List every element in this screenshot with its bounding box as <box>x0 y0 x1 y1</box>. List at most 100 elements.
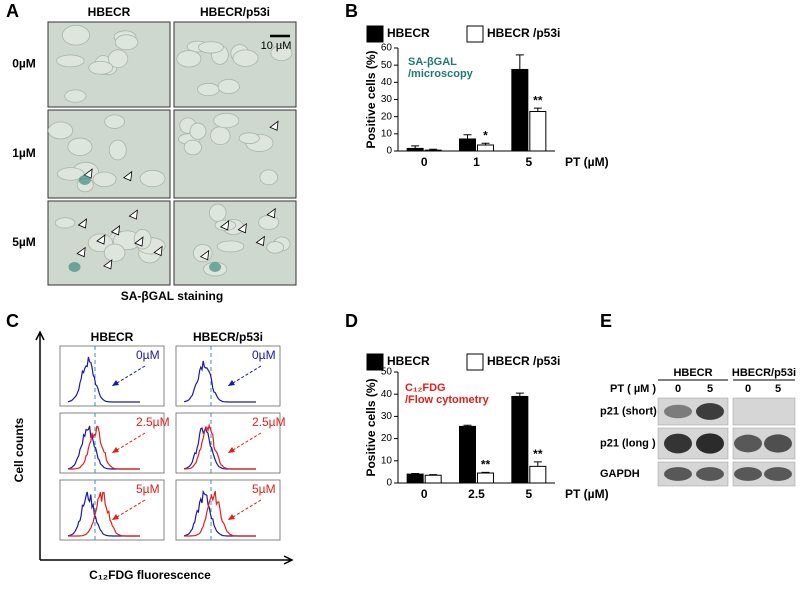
error-bar <box>533 461 542 467</box>
bar <box>459 138 476 152</box>
group-label: HBECR <box>673 367 712 379</box>
band <box>664 433 692 454</box>
arrow-head <box>228 380 235 386</box>
y-tick-label: 40 <box>381 389 393 400</box>
histogram <box>183 360 256 403</box>
error-bar <box>429 474 438 476</box>
stained-cell <box>209 262 222 272</box>
legend-swatch <box>466 353 484 371</box>
blot <box>732 397 796 426</box>
y-tick-label: 0 <box>386 478 392 489</box>
row-label: 0µM <box>252 348 276 362</box>
arrowhead <box>269 120 279 131</box>
arrowhead <box>199 249 210 261</box>
band <box>764 434 792 453</box>
annotation: /Flow cytometry <box>405 394 490 406</box>
cell <box>213 112 240 129</box>
x-tick-label: 5 <box>525 487 532 501</box>
cell <box>64 89 87 103</box>
x-axis-label: PT (µM) <box>565 487 609 501</box>
band <box>696 467 724 481</box>
lane-label: 0 <box>675 383 681 395</box>
x-axis-label: PT (µM) <box>565 155 609 169</box>
error-bar <box>411 472 420 475</box>
cell <box>232 49 259 67</box>
cell <box>258 214 280 230</box>
arrowhead <box>153 245 163 257</box>
arrowhead <box>96 234 106 245</box>
x-tick-label: 1 <box>473 155 480 169</box>
arrow-head <box>228 514 235 520</box>
y-tick-label: 60 <box>381 43 393 54</box>
arrowhead <box>103 259 113 270</box>
arrowhead <box>77 218 88 229</box>
bar <box>511 395 529 484</box>
cell <box>47 121 74 140</box>
significance: ** <box>481 458 491 472</box>
bar <box>477 144 494 152</box>
column-header: HBECR <box>91 330 134 344</box>
column-header: HBECR/p53i <box>200 5 270 19</box>
arrowhead <box>128 209 138 220</box>
histogram-frame <box>59 345 165 407</box>
cell <box>259 169 279 186</box>
cell <box>92 171 117 188</box>
arrowhead <box>237 222 247 234</box>
bar <box>406 473 424 484</box>
arrowhead <box>76 246 86 258</box>
band <box>734 467 762 481</box>
error-bar <box>481 471 490 474</box>
y-tick-label: 20 <box>381 111 393 122</box>
y-tick-label: 30 <box>381 94 393 105</box>
column-header: HBECR <box>88 5 131 19</box>
cell <box>238 132 260 145</box>
legend-label: HBECR <box>387 354 430 368</box>
row-label: 0µM <box>12 57 36 71</box>
band <box>664 404 692 419</box>
x-tick-label: 0 <box>421 487 428 501</box>
stained-cell <box>78 175 91 185</box>
error-bar <box>515 392 524 397</box>
y-tick-label: 10 <box>381 455 393 466</box>
error-bar <box>515 54 524 70</box>
y-tick-label: 0 <box>386 146 392 157</box>
band <box>696 433 724 454</box>
cell <box>114 34 139 51</box>
error-bar <box>533 107 542 112</box>
cell <box>104 114 125 129</box>
error-bar <box>463 424 472 427</box>
histogram-frame <box>175 479 281 541</box>
y-tick-label: 50 <box>381 367 393 378</box>
cell <box>210 126 231 146</box>
column-header: HBECR/p53i <box>193 330 263 344</box>
band <box>764 467 792 481</box>
row-label: 5µM <box>136 482 160 496</box>
error-bar <box>481 142 490 145</box>
scale-bar-label: 10 µM <box>261 40 292 52</box>
arrowhead <box>219 220 230 231</box>
group-label: HBECR/p53i <box>732 367 796 379</box>
histogram-frame <box>59 412 165 474</box>
bar <box>477 472 494 484</box>
bar <box>529 111 547 152</box>
legend-label: HBECR /p53i <box>487 354 560 368</box>
error-bar <box>463 134 472 139</box>
x-tick-label: 5 <box>525 155 532 169</box>
row-label: 5µM <box>12 235 36 249</box>
cell <box>108 139 127 161</box>
row-label: 5µM <box>252 482 276 496</box>
x-axis-label: C₁₂FDG fluorescence <box>89 568 211 582</box>
cell <box>216 240 245 253</box>
legend-swatch <box>366 353 384 371</box>
arrowhead <box>255 235 265 247</box>
arrow-head <box>112 514 119 520</box>
row-label: 2.5µM <box>136 415 170 429</box>
annotation: C₁₂FDG <box>405 382 446 394</box>
cell <box>192 243 213 263</box>
row-label: 1µM <box>12 146 36 160</box>
lane-label: 5 <box>707 383 713 395</box>
y-axis-label: Positive cells (%) <box>364 378 378 476</box>
band <box>664 467 692 481</box>
histogram <box>67 356 140 403</box>
